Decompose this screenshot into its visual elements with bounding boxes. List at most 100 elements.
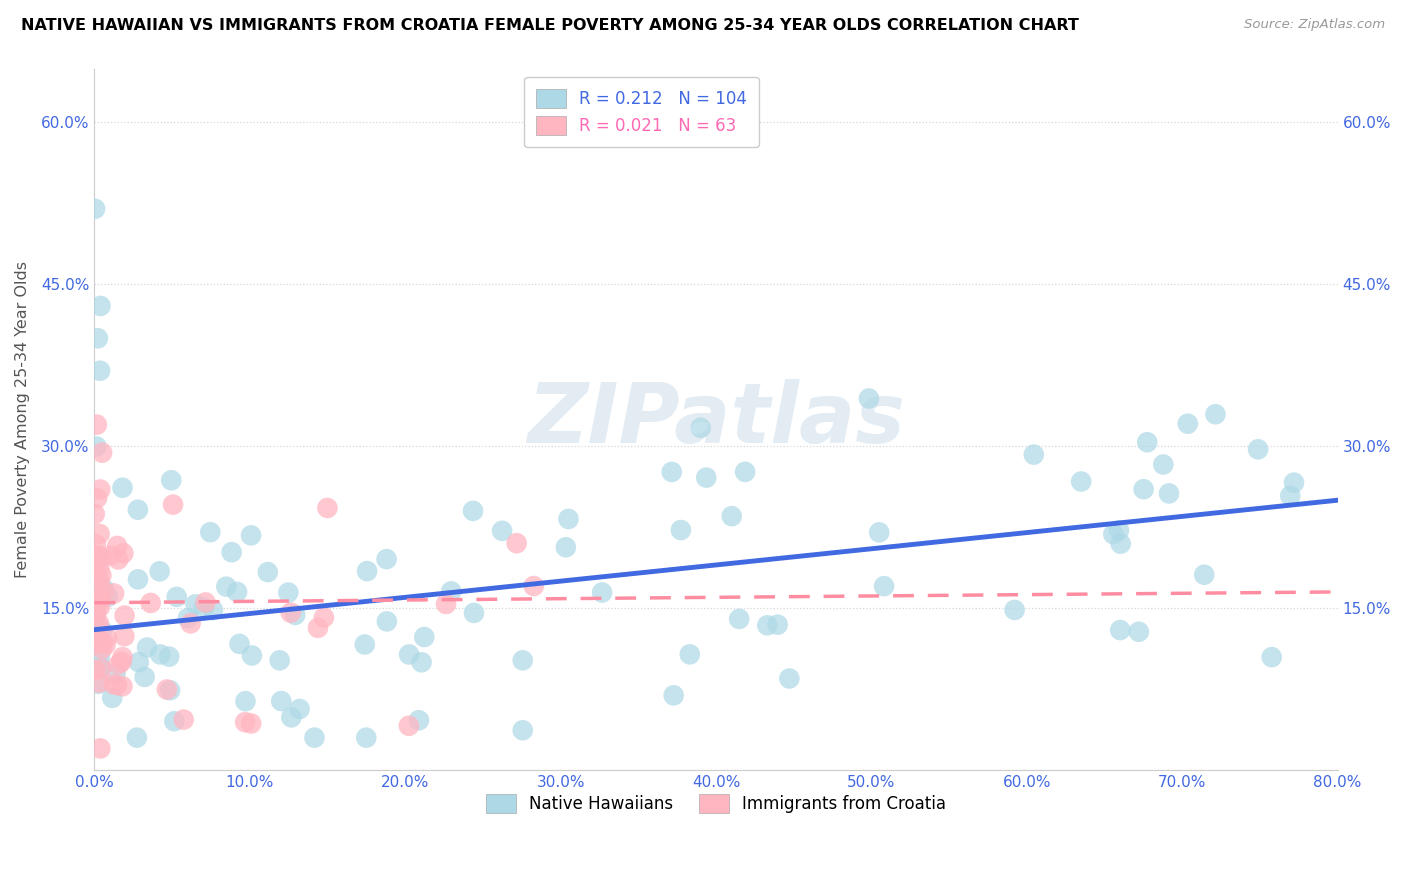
Point (689, 421, 711, 435)
Point (149, 648, 172, 662)
Point (90, 662, 112, 676)
Point (112, 546, 135, 560)
Point (162, 498, 184, 512)
Point (873, 579, 896, 593)
Point (86, 417, 108, 432)
Point (86, 636, 108, 650)
Point (91, 623, 114, 637)
Point (91, 445, 114, 459)
Point (89, 527, 111, 541)
Point (221, 545, 243, 559)
Point (316, 500, 339, 515)
Point (111, 650, 134, 665)
Point (1157, 486, 1180, 500)
Point (662, 689, 685, 703)
Point (163, 714, 186, 729)
Point (756, 618, 779, 632)
Point (86, 548, 108, 562)
Point (90, 550, 112, 565)
Point (103, 586, 125, 600)
Point (868, 525, 890, 540)
Point (86, 593, 108, 607)
Point (375, 552, 398, 566)
Point (89, 649, 111, 664)
Point (1136, 435, 1159, 450)
Point (1282, 475, 1305, 490)
Point (591, 585, 613, 599)
Point (177, 611, 200, 625)
Point (83, 507, 105, 521)
Point (173, 713, 195, 727)
Point (1022, 448, 1045, 462)
Point (111, 679, 134, 693)
Point (87, 631, 110, 645)
Point (720, 509, 742, 524)
Point (157, 649, 180, 664)
Point (240, 528, 263, 542)
Point (512, 653, 534, 667)
Text: ZIPatlas: ZIPatlas (527, 379, 905, 459)
Point (127, 573, 149, 587)
Point (87, 677, 110, 691)
Point (661, 465, 683, 479)
Point (353, 638, 375, 652)
Text: Source: ZipAtlas.com: Source: ZipAtlas.com (1244, 18, 1385, 31)
Point (87, 552, 110, 566)
Point (93, 584, 115, 599)
Point (149, 565, 172, 579)
Point (411, 655, 433, 669)
Point (1247, 442, 1270, 457)
Point (139, 596, 162, 610)
Point (86, 605, 108, 619)
Point (1261, 650, 1284, 665)
Point (90, 299, 112, 313)
Point (280, 710, 302, 724)
Point (89, 483, 111, 497)
Point (89, 561, 111, 575)
Point (84, 610, 107, 624)
Point (461, 504, 484, 518)
Point (1108, 524, 1130, 538)
Point (84, 554, 107, 568)
Point (104, 666, 127, 681)
Point (766, 617, 789, 632)
Point (1279, 489, 1302, 503)
Point (87, 589, 110, 603)
Point (86, 592, 108, 607)
Point (778, 672, 800, 686)
Point (734, 465, 756, 479)
Point (669, 523, 692, 537)
Point (1070, 475, 1092, 489)
Point (235, 694, 257, 708)
Point (1128, 624, 1150, 639)
Point (194, 595, 217, 609)
Point (440, 584, 463, 599)
Point (134, 670, 156, 684)
Point (679, 648, 702, 662)
Point (398, 648, 420, 662)
Point (105, 539, 128, 553)
Point (184, 598, 207, 612)
Point (233, 715, 256, 730)
Point (523, 579, 546, 593)
Point (1109, 623, 1132, 637)
Point (270, 694, 292, 708)
Point (89, 364, 111, 378)
Point (128, 655, 150, 669)
Point (87, 675, 110, 690)
Point (1109, 537, 1132, 551)
Point (284, 607, 307, 622)
Point (110, 655, 132, 669)
Point (226, 585, 249, 599)
Point (86, 491, 108, 505)
Point (89, 599, 111, 614)
Point (90, 660, 112, 674)
Point (269, 653, 291, 667)
Point (86, 568, 108, 582)
Point (1102, 527, 1125, 541)
Point (215, 580, 238, 594)
Point (97, 590, 120, 604)
Point (256, 565, 278, 579)
Point (463, 606, 485, 620)
Point (1204, 407, 1226, 421)
